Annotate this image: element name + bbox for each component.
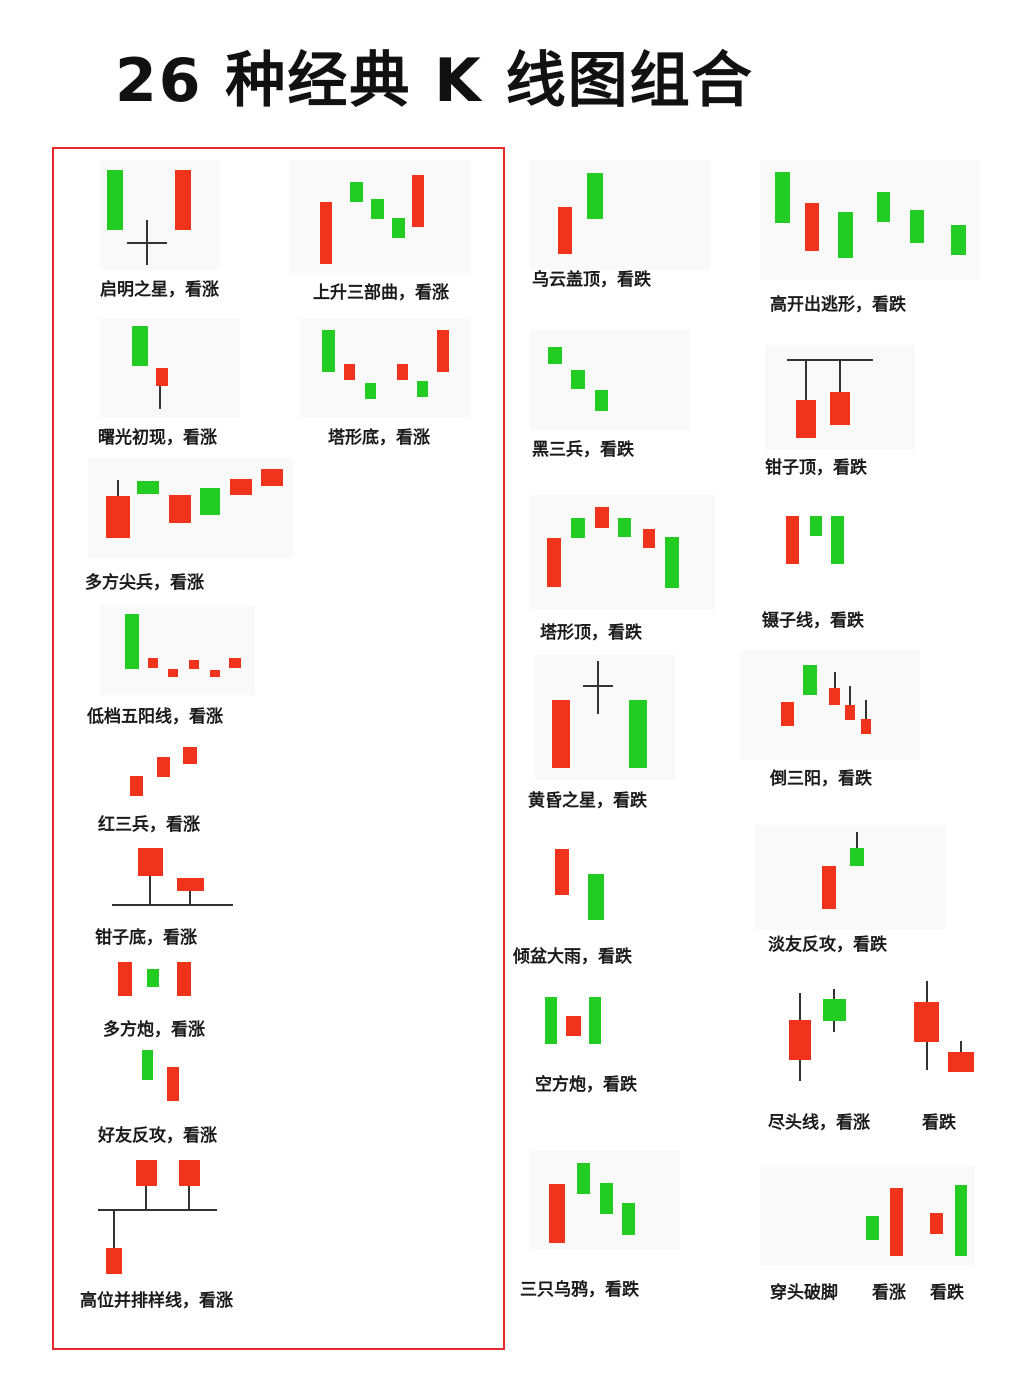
- pattern-label-p18: 三只乌鸦，看跌: [520, 1280, 639, 1300]
- pattern-label-p6: 低档五阳线，看涨: [87, 707, 223, 727]
- pattern-label-p11: 高位并排样线，看涨: [80, 1291, 233, 1311]
- pattern-label-p22: 倒三阳，看跌: [770, 769, 872, 789]
- pattern-figure-bg: [530, 1150, 680, 1250]
- bear-candle: [810, 516, 822, 536]
- pattern-figure-bg: [530, 160, 710, 270]
- pattern-figure-bg: [100, 318, 240, 418]
- bear-candle: [831, 516, 844, 564]
- bull-candle: [786, 516, 799, 564]
- pattern-label-p13: 黑三兵，看跌: [532, 440, 634, 460]
- pattern-figure-bg: [755, 825, 945, 930]
- pattern-label-p1: 启明之星，看涨: [100, 280, 219, 300]
- pattern-figure-bg: [100, 160, 220, 270]
- pattern-figure-bg: [530, 495, 715, 610]
- pattern-label-p25-c: 看跌: [930, 1283, 964, 1303]
- pattern-label-p19: 高开出逃形，看跌: [770, 295, 906, 315]
- pattern-figure-bg: [760, 160, 980, 280]
- pattern-figure-bg: [740, 650, 920, 760]
- bear-candle: [823, 999, 846, 1021]
- pattern-label-p25-b: 看涨: [872, 1283, 906, 1303]
- bear-candle: [545, 997, 557, 1044]
- pattern-label-p21: 镊子线，看跌: [762, 611, 864, 631]
- pattern-figure-bg: [100, 605, 255, 695]
- pattern-label-p12: 乌云盖顶，看跌: [532, 270, 651, 290]
- pattern-label-p10: 好友反攻，看涨: [98, 1126, 217, 1146]
- bull-candle: [566, 1016, 581, 1036]
- pattern-label-p14: 塔形顶，看跌: [540, 623, 642, 643]
- pattern-label-p24-b: 看跌: [922, 1113, 956, 1133]
- pattern-figure-bg: [765, 345, 915, 450]
- pattern-label-p7: 红三兵，看涨: [98, 815, 200, 835]
- pattern-label-p9: 多方炮，看涨: [103, 1020, 205, 1040]
- pattern-figure-bg: [300, 318, 470, 418]
- pattern-figure-bg: [535, 655, 675, 780]
- bull-candle: [914, 1002, 939, 1042]
- pattern-label-p8: 钳子底，看涨: [95, 928, 197, 948]
- pattern-label-p20: 钳子顶，看跌: [765, 458, 867, 478]
- pattern-figure-bg: [290, 160, 470, 275]
- pattern-label-p16: 倾盆大雨，看跌: [513, 947, 632, 967]
- bear-candle: [588, 874, 604, 920]
- bullish-patterns-frame: [52, 147, 505, 1350]
- pattern-label-p2: 上升三部曲，看涨: [313, 283, 449, 303]
- pattern-label-p5: 多方尖兵，看涨: [85, 573, 204, 593]
- bull-candle: [948, 1052, 974, 1072]
- pattern-figure-bg: [530, 330, 690, 430]
- pattern-label-p23: 淡友反攻，看跌: [768, 935, 887, 955]
- bull-candle: [555, 849, 569, 895]
- pattern-label-p17: 空方炮，看跌: [535, 1075, 637, 1095]
- pattern-figure-bg: [88, 458, 293, 558]
- bear-candle: [589, 997, 601, 1044]
- pattern-label-p3: 曙光初现，看涨: [98, 428, 217, 448]
- pattern-label-p15: 黄昏之星，看跌: [528, 791, 647, 811]
- pattern-label-p24: 尽头线，看涨: [768, 1113, 870, 1133]
- pattern-label-p4: 塔形底，看涨: [328, 428, 430, 448]
- pattern-label-p25: 穿头破脚: [770, 1283, 838, 1303]
- bull-candle: [789, 1020, 811, 1060]
- page-title: 26 种经典 K 线图组合: [115, 46, 754, 116]
- pattern-figure-bg: [760, 1165, 975, 1265]
